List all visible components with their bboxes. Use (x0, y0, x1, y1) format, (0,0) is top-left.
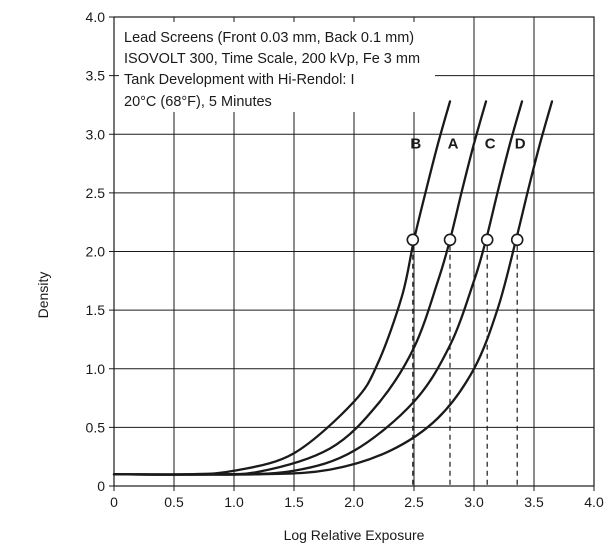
curve-label-b: B (410, 135, 421, 152)
x-tick-label: 3.0 (464, 494, 484, 510)
marker-d (510, 233, 524, 247)
y-tick-label: 2.5 (86, 185, 106, 201)
y-tick-label: 3.5 (86, 68, 106, 84)
curves (112, 100, 554, 476)
x-tick-label: 4.0 (584, 494, 604, 510)
y-tick-label: 0.5 (86, 419, 106, 435)
curve-label-d: D (515, 135, 526, 152)
curve-label-a: A (448, 135, 459, 152)
marker-a (443, 233, 457, 247)
x-tick-label: 0.5 (164, 494, 184, 510)
y-tick-label: 3.0 (86, 126, 106, 142)
y-tick-labels: 0 0.5 1.0 1.5 2.0 2.5 3.0 3.5 4.0 (86, 9, 106, 494)
marker-c (480, 233, 494, 247)
x-tick-label: 2.5 (404, 494, 424, 510)
dashed-reference-lines (412, 245, 518, 486)
x-tick-label: 1.0 (224, 494, 244, 510)
x-tick-labels: 0 0.5 1.0 1.5 2.0 2.5 3.0 3.5 4.0 (110, 494, 604, 510)
x-axis-label: Log Relative Exposure (284, 527, 425, 543)
curve-d (112, 100, 554, 476)
y-tick-label: 0 (97, 478, 105, 494)
y-axis-label: Density (35, 272, 51, 319)
annotation-line-3: Tank Development with Hi-Rendol: I (124, 72, 355, 88)
x-tick-label: 3.5 (524, 494, 544, 510)
curve-markers (406, 233, 524, 247)
annotation-line-4: 20°C (68°F), 5 Minutes (124, 94, 272, 110)
plot-area (113, 16, 595, 487)
x-tick-label: 1.5 (284, 494, 304, 510)
y-tick-label: 2.0 (86, 244, 106, 260)
annotation-line-1: Lead Screens (Front 0.03 mm, Back 0.1 mm… (124, 30, 414, 46)
curve-label-c: C (485, 135, 496, 152)
annotation-box (119, 22, 435, 112)
y-tick-label: 1.5 (86, 302, 106, 318)
marker-b (406, 233, 420, 247)
x-tick-label: 2.0 (344, 494, 364, 510)
annotation-line-2: ISOVOLT 300, Time Scale, 200 kVp, Fe 3 m… (124, 51, 420, 67)
curve-a (112, 100, 488, 476)
y-tick-label: 1.0 (86, 361, 106, 377)
curve-b (112, 100, 452, 476)
y-tick-label: 4.0 (86, 9, 106, 25)
curve-c (112, 100, 524, 476)
x-tick-label: 0 (110, 494, 118, 510)
